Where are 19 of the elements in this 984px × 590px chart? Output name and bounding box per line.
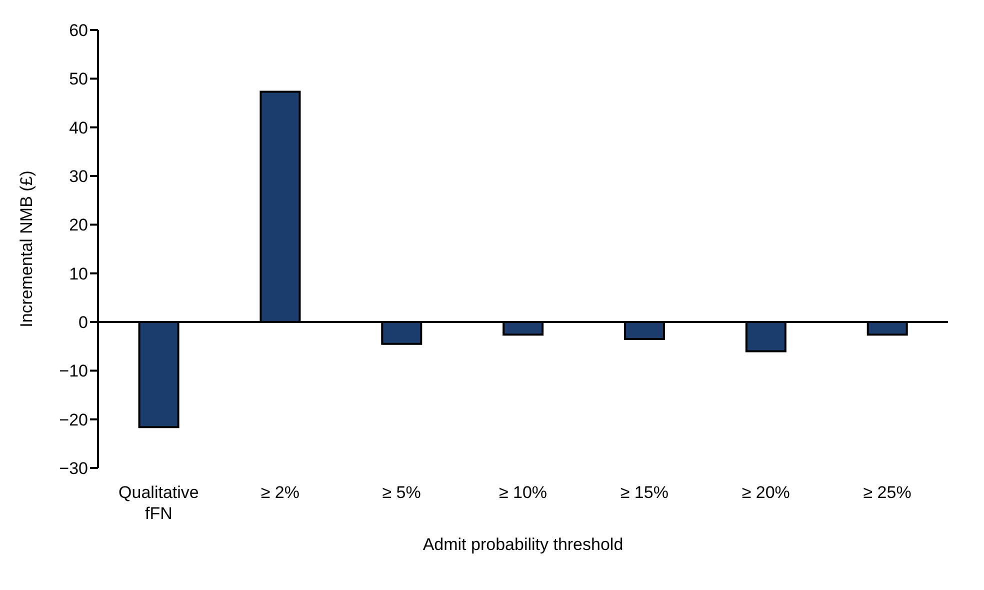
x-tick-label: ≥ 10% (498, 483, 548, 502)
x-tick-label: ≥ 15% (620, 483, 668, 502)
x-tick-label: ≥ 25% (863, 483, 912, 502)
y-tick-label: 20 (69, 216, 88, 235)
x-tick-label: ≥ 20% (742, 483, 790, 502)
y-tick-label: −30 (59, 459, 88, 478)
y-tick-label: 30 (69, 167, 88, 186)
y-tick-label: 40 (69, 118, 88, 138)
x-tick-label: ≥ 5% (382, 483, 421, 502)
y-tick-label: −20 (59, 410, 88, 430)
y-tick-label: 60 (69, 21, 88, 40)
y-tick-label: −10 (59, 362, 88, 381)
y-axis-title: Incremental NMB (£) (17, 170, 36, 328)
y-tick-label: 0 (78, 313, 88, 332)
x-axis-title: Admit probability threshold (422, 535, 624, 554)
x-tick-label: Qualitative fFN (118, 483, 199, 523)
y-tick-label: 10 (69, 264, 88, 284)
y-tick-label: 50 (69, 70, 88, 89)
x-tick-label: ≥ 2% (260, 483, 300, 502)
